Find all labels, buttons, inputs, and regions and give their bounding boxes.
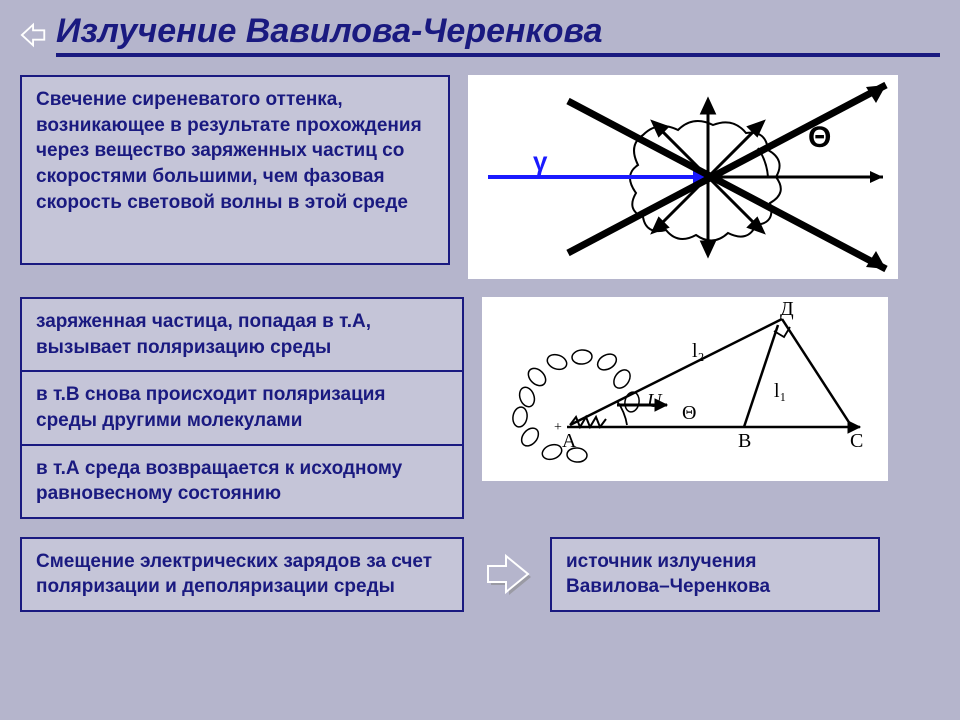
point-c-label: С	[850, 430, 863, 452]
gamma-label: γ	[533, 146, 548, 176]
cause-box: Смещение электрических зарядов за счет п…	[20, 537, 464, 612]
implies-arrow-icon	[482, 552, 532, 596]
theta-label: Θ	[808, 121, 831, 154]
page-title: Излучение Вавилова-Черенкова	[56, 12, 940, 57]
step-box: в т.А среда возвращается к исходному рав…	[20, 444, 464, 519]
point-b-label: В	[738, 430, 751, 452]
theta2-label: Θ	[682, 402, 696, 424]
definition-box: Свечение сиреневатого оттенка, возникающ…	[20, 75, 450, 265]
u-label: U	[647, 390, 663, 412]
step-box: в т.В снова происходит поляризация среды…	[20, 370, 464, 443]
cherenkov-cone-diagram: γ	[468, 75, 898, 279]
point-a-label: А	[562, 430, 577, 452]
back-arrow-icon[interactable]	[20, 21, 48, 49]
svg-text:+: +	[554, 420, 562, 435]
l2-label: l₂	[692, 340, 705, 362]
point-d-label: Д	[780, 298, 794, 320]
polarization-geometry-diagram: А В С Д l₁ l₂ U Θ +	[482, 297, 888, 481]
result-box: источник излучения Вавилова–Черенкова	[550, 537, 880, 612]
l1-label: l₁	[774, 380, 787, 402]
process-steps-group: заряженная частица, попадая в т.А, вызыв…	[20, 297, 464, 519]
step-box: заряженная частица, попадая в т.А, вызыв…	[20, 297, 464, 370]
